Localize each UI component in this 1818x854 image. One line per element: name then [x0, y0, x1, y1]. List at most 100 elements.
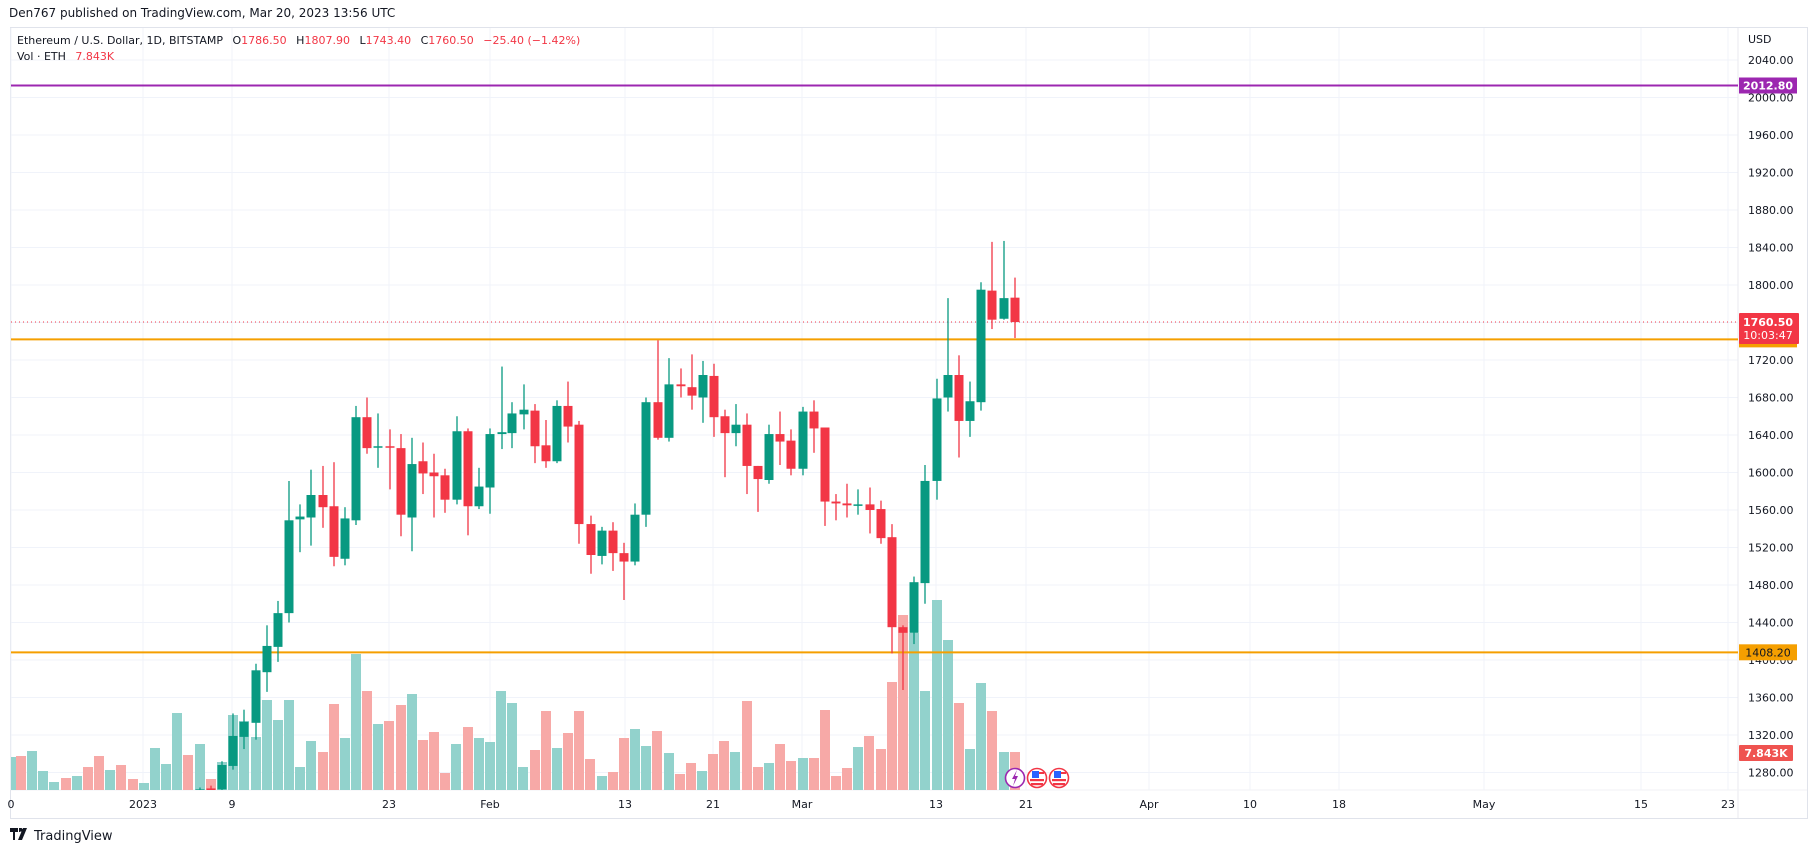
candle[interactable] — [541, 420, 551, 468]
volume-bar — [150, 748, 160, 790]
candle[interactable] — [653, 340, 663, 440]
candle[interactable] — [842, 483, 852, 518]
candle[interactable] — [932, 378, 942, 500]
candle[interactable] — [820, 427, 830, 526]
candle[interactable] — [909, 576, 919, 645]
volume-bar — [708, 754, 718, 790]
candle[interactable] — [273, 600, 283, 662]
candle[interactable] — [720, 409, 730, 478]
candle[interactable] — [329, 462, 339, 567]
candle[interactable] — [251, 663, 261, 740]
candle[interactable] — [698, 360, 708, 423]
candle[interactable] — [206, 785, 216, 800]
candle[interactable] — [362, 397, 372, 454]
price-axis[interactable]: USD 2040.00 2000.00 1960.00 1920.00 1880.00 18… — [1739, 33, 1799, 780]
candle[interactable] — [396, 434, 406, 537]
candle[interactable] — [831, 494, 841, 521]
us-flag-event-icon[interactable] — [1026, 767, 1048, 789]
candle[interactable] — [608, 522, 618, 571]
candle-body — [698, 375, 708, 398]
lightning-event-icon[interactable] — [1004, 767, 1026, 789]
price-tick-label: 1640.00 — [1748, 429, 1794, 442]
tradingview-logo-text[interactable]: TradingView — [34, 828, 113, 844]
candle[interactable] — [954, 355, 964, 458]
candle[interactable] — [519, 384, 529, 430]
candle[interactable] — [976, 282, 986, 411]
candle[interactable] — [574, 420, 584, 544]
candle[interactable] — [987, 241, 997, 330]
candle[interactable] — [530, 404, 540, 464]
candle[interactable] — [351, 405, 361, 525]
candle[interactable] — [619, 542, 629, 600]
symbol-title[interactable]: Ethereum / U.S. Dollar, 1D, BITSTAMP — [17, 34, 223, 47]
volume-bar — [552, 748, 562, 790]
candle[interactable] — [262, 625, 272, 692]
candle[interactable] — [373, 413, 383, 468]
candle[interactable] — [284, 480, 294, 623]
candle[interactable] — [239, 709, 249, 750]
candle[interactable] — [865, 487, 875, 534]
candle[interactable] — [709, 363, 719, 437]
candle[interactable] — [687, 354, 697, 410]
candle-body — [920, 480, 930, 584]
candle[interactable] — [418, 442, 428, 495]
candle[interactable] — [340, 507, 350, 566]
volume-label[interactable]: Vol · ETH — [17, 50, 66, 63]
candle[interactable] — [463, 428, 473, 536]
candle[interactable] — [452, 416, 462, 505]
volume-bar — [440, 773, 450, 790]
candle[interactable] — [440, 468, 450, 513]
candle[interactable] — [742, 413, 752, 495]
candle[interactable] — [798, 406, 808, 476]
time-axis[interactable]: 0 2023 9 23 Feb 13 21 Mar 13 21 Apr 10 18 May 15 23 — [8, 798, 1736, 811]
candle[interactable] — [497, 366, 507, 450]
candle[interactable] — [965, 381, 975, 437]
candle[interactable] — [641, 397, 651, 527]
candle[interactable] — [753, 465, 763, 512]
candle-body — [999, 298, 1009, 319]
candle[interactable] — [195, 787, 205, 803]
candle-body — [597, 530, 607, 556]
candle[interactable] — [898, 625, 908, 690]
candle[interactable] — [429, 453, 439, 518]
candle[interactable] — [775, 411, 785, 465]
candle[interactable] — [385, 429, 395, 490]
tradingview-logo-icon[interactable] — [10, 828, 30, 844]
candle[interactable] — [552, 400, 562, 464]
candle-body — [362, 417, 372, 449]
candle[interactable] — [731, 404, 741, 447]
candle[interactable] — [407, 437, 417, 552]
volume-bar — [831, 776, 841, 790]
candle[interactable] — [306, 469, 316, 546]
plot-area[interactable] — [8, 84, 1738, 803]
volume-bar — [775, 744, 785, 790]
candle[interactable] — [295, 504, 305, 553]
candle-body — [653, 402, 663, 438]
candle[interactable] — [474, 467, 484, 510]
candle-body — [1010, 297, 1020, 323]
candle[interactable] — [597, 526, 607, 565]
candle[interactable] — [764, 424, 774, 484]
us-flag-event-icon[interactable] — [1048, 767, 1070, 789]
candle[interactable] — [228, 713, 238, 770]
candle[interactable] — [586, 515, 596, 574]
candle[interactable] — [809, 400, 819, 453]
candle-body — [753, 465, 763, 480]
candle[interactable] — [507, 402, 517, 449]
candle[interactable] — [664, 358, 674, 442]
candle[interactable] — [920, 465, 930, 604]
candle[interactable] — [876, 500, 886, 544]
candle[interactable] — [485, 428, 495, 514]
candle[interactable] — [676, 368, 686, 398]
candle[interactable] — [318, 465, 328, 528]
candle[interactable] — [563, 381, 573, 443]
candle[interactable] — [887, 524, 897, 654]
candle[interactable] — [786, 429, 796, 476]
candle[interactable] — [999, 240, 1009, 320]
candle[interactable] — [943, 298, 953, 412]
candle[interactable] — [853, 489, 863, 515]
candle[interactable] — [630, 503, 640, 566]
candle[interactable] — [217, 761, 227, 796]
candle[interactable] — [1010, 277, 1020, 339]
